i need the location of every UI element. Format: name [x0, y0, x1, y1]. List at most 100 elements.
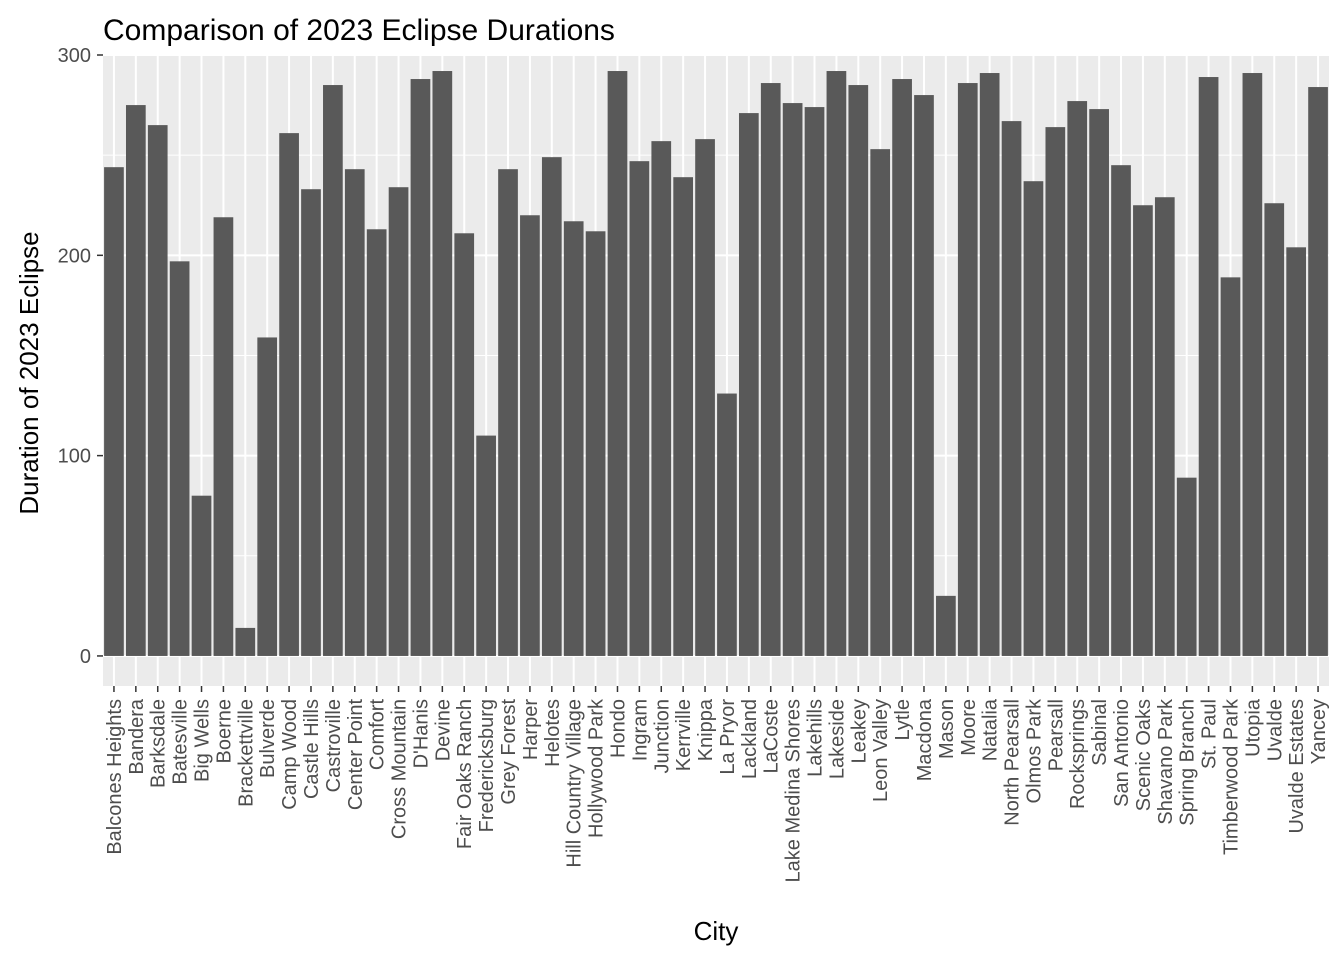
x-tick-label: Ingram [629, 699, 651, 761]
x-tick-label: Pearsall [1045, 699, 1067, 771]
x-tick-label: Kerrville [673, 699, 695, 771]
bar [169, 261, 190, 656]
bar [498, 169, 518, 656]
bar [1286, 247, 1307, 656]
x-tick-label: Helotes [542, 699, 564, 767]
bar [476, 435, 496, 656]
y-tick-label: 100 [58, 446, 91, 468]
x-tick-label: Center Point [345, 699, 367, 811]
x-tick-label: Balcones Heights [104, 699, 126, 855]
bar [585, 231, 606, 656]
x-tick-label: Yancey [1308, 699, 1330, 764]
x-tick-label: Olmos Park [1023, 698, 1045, 803]
bar [848, 85, 869, 656]
bar [717, 393, 737, 656]
x-tick-label: D'Hanis [410, 699, 432, 768]
x-tick-label: Lackland [739, 699, 761, 779]
bar [125, 105, 146, 656]
x-tick-label: Moore [958, 699, 980, 756]
x-tick-label: Bulverde [257, 699, 279, 778]
bar [191, 495, 212, 656]
x-tick-label: Natalia [980, 698, 1002, 761]
x-tick-label: Devine [432, 699, 454, 761]
bars-group [104, 71, 1328, 656]
x-tick-label: Castle Hills [301, 699, 323, 799]
x-tick-label: Leakey [848, 699, 870, 764]
x-tick-label: Fair Oaks Ranch [454, 699, 476, 849]
bar [104, 167, 124, 656]
bar [1198, 77, 1219, 656]
x-tick-label: La Pryor [717, 699, 739, 775]
bar [1154, 197, 1175, 656]
bar [147, 125, 168, 656]
x-axis-title: City [694, 916, 739, 946]
x-tick-label: Harper [520, 699, 542, 760]
x-tick-label: Batesville [170, 699, 192, 785]
bar [1308, 87, 1328, 656]
x-tick-label: Cross Mountain [389, 699, 411, 839]
bar [279, 133, 299, 656]
x-tick-label: Boerne [213, 699, 235, 764]
bar [235, 627, 256, 656]
bar [323, 85, 343, 656]
x-tick-label: Timberwood Park [1220, 698, 1242, 855]
x-tick-label: LaCoste [761, 699, 783, 774]
bar [1023, 181, 1044, 656]
bar [1045, 127, 1066, 656]
x-tick-label: Big Wells [192, 699, 214, 782]
bar [1220, 277, 1241, 656]
x-tick-label: Comfort [367, 699, 389, 771]
y-tick-label: 300 [58, 45, 91, 67]
bar [1242, 73, 1263, 656]
bar [1111, 165, 1131, 656]
bar [388, 187, 409, 656]
x-tick-label: Grey Forest [498, 699, 520, 805]
y-tick-label: 200 [58, 245, 91, 267]
x-tick-label: Rocksprings [1067, 699, 1089, 809]
bar [782, 103, 803, 656]
x-tick-label: Scenic Oaks [1133, 699, 1155, 811]
x-tick-label: Bandera [126, 698, 148, 774]
x-tick-label: St. Paul [1199, 699, 1221, 769]
bar [344, 169, 365, 656]
bar [1089, 109, 1109, 656]
bar [826, 71, 847, 656]
x-tick-label: Knippa [695, 698, 717, 761]
x-tick-label: Junction [651, 699, 673, 774]
x-tick-label: Uvalde Estates [1286, 699, 1308, 834]
bar [301, 189, 321, 656]
bar [957, 83, 978, 656]
bar [979, 73, 1000, 656]
bar [804, 107, 825, 656]
x-axis: Balcones Heights Bandera Barksdale Batesvil… [104, 686, 1330, 882]
bar [892, 79, 912, 656]
bar [1264, 203, 1285, 656]
x-tick-label: Hill Country Village [564, 699, 586, 868]
bar [695, 139, 715, 656]
x-tick-label: Hollywood Park [586, 698, 608, 838]
bar [738, 113, 759, 656]
x-tick-label: Lytle [892, 699, 914, 741]
x-tick-label: Barksdale [148, 699, 170, 788]
x-tick-label: Castroville [323, 699, 345, 792]
x-tick-label: Mason [936, 699, 958, 759]
x-tick-label: Utopia [1242, 698, 1264, 757]
x-tick-label: Fredericksburg [476, 699, 498, 832]
bar [1176, 477, 1197, 656]
y-tick-label: 0 [80, 646, 91, 668]
x-tick-label: Spring Branch [1177, 699, 1199, 826]
x-tick-label: Lakeside [826, 699, 848, 779]
chart-title: Comparison of 2023 Eclipse Durations [103, 14, 615, 47]
bar [366, 229, 387, 656]
y-axis-title: Duration of 2023 Eclipse [14, 231, 44, 514]
x-tick-label: Sabinal [1089, 699, 1111, 766]
bar [1133, 205, 1153, 656]
bar [1067, 101, 1088, 656]
bar [629, 161, 650, 656]
bar [454, 233, 475, 656]
bar [673, 177, 694, 656]
x-tick-label: San Antonio [1111, 699, 1133, 807]
bar [432, 71, 453, 656]
bar [651, 141, 672, 656]
